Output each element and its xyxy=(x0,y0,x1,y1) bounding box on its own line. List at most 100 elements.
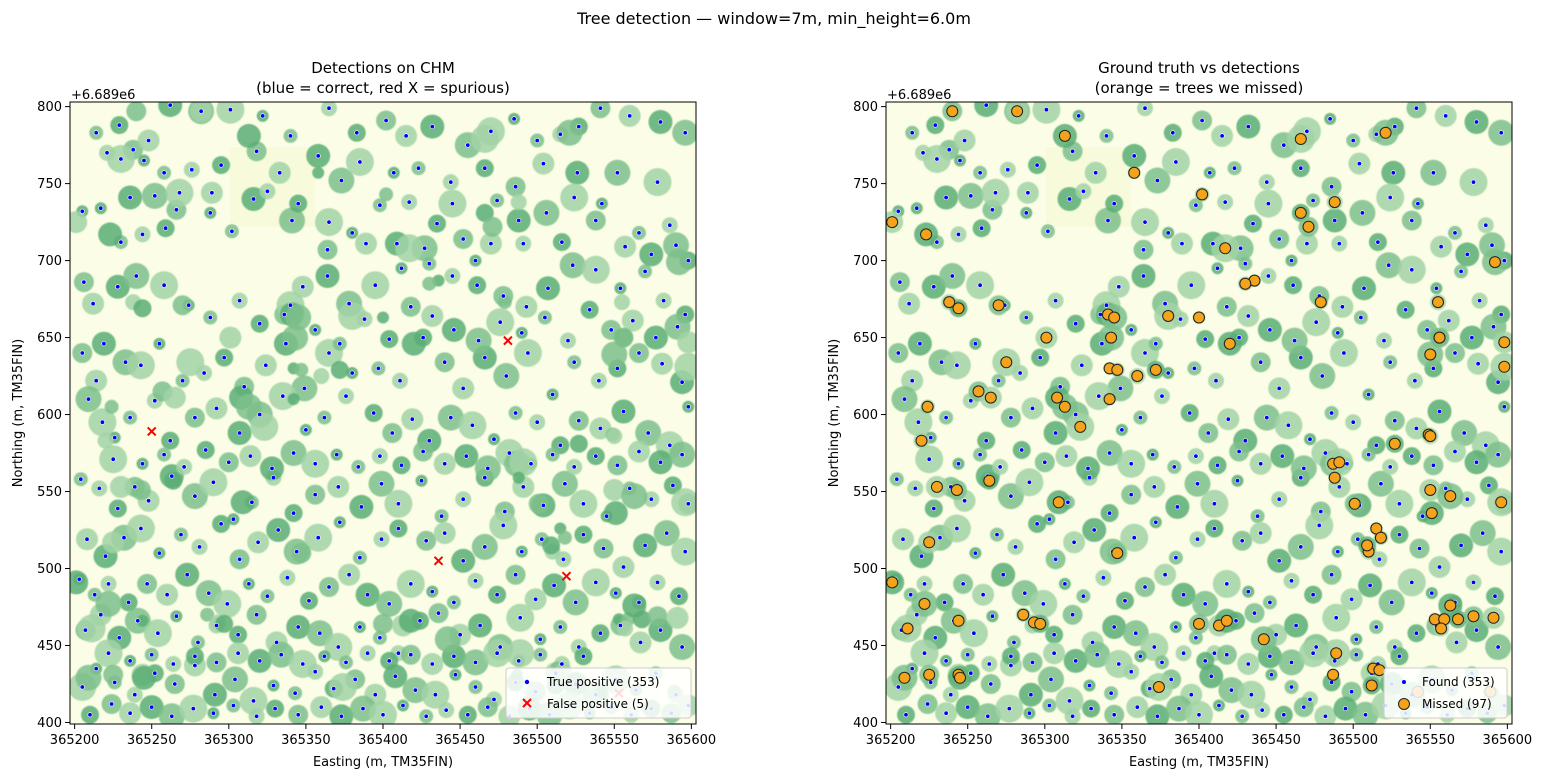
missed-tree-marker xyxy=(886,216,899,229)
detection-point xyxy=(503,373,509,379)
detection-point xyxy=(1028,692,1034,698)
tree-crown xyxy=(379,187,394,202)
x-tick-label: 365450 xyxy=(435,733,485,748)
detection-point xyxy=(895,350,901,356)
detection-point xyxy=(1396,653,1402,659)
detection-point xyxy=(551,582,557,588)
detection-point xyxy=(636,230,642,236)
detection-point xyxy=(1017,370,1023,376)
detection-point xyxy=(1165,370,1171,376)
detection-point xyxy=(1205,430,1211,436)
detection-point xyxy=(988,681,994,687)
detection-point xyxy=(1088,706,1094,712)
detection-point xyxy=(1122,598,1128,604)
detection-point xyxy=(260,113,266,119)
detection-point xyxy=(1336,484,1342,490)
y-tick-label: 600 xyxy=(853,408,878,423)
detection-point xyxy=(1387,195,1393,201)
detection-point xyxy=(1443,485,1449,491)
missed-tree-marker xyxy=(918,597,931,610)
detection-point xyxy=(1196,712,1202,718)
detection-point xyxy=(1470,579,1476,585)
detection-point xyxy=(932,635,938,641)
detection-point xyxy=(587,307,593,313)
missed-tree-marker xyxy=(1330,647,1343,660)
detection-point xyxy=(1080,188,1086,194)
detection-point xyxy=(1173,624,1179,630)
panel-2-plot-area xyxy=(885,101,1513,725)
detection-point xyxy=(1242,261,1248,267)
detection-point xyxy=(1307,436,1313,442)
detection-point xyxy=(321,653,327,659)
detection-point xyxy=(1096,393,1102,399)
detection-point xyxy=(642,542,648,548)
detection-point xyxy=(1281,142,1287,148)
detection-point xyxy=(1276,385,1282,391)
legend-missed-circle-icon xyxy=(1398,698,1410,710)
tree-crown xyxy=(163,386,186,409)
detection-point xyxy=(491,436,497,442)
detection-point xyxy=(1080,593,1086,599)
panel-1-legend-box xyxy=(505,667,692,719)
legend-false-positive-label: False positive (5) xyxy=(547,697,649,711)
detection-point xyxy=(1429,590,1435,596)
detection-point xyxy=(1373,131,1379,137)
detection-point xyxy=(1350,419,1356,425)
detection-point xyxy=(1396,501,1402,507)
detection-point xyxy=(1267,599,1273,605)
detection-point xyxy=(116,635,122,641)
detection-point xyxy=(274,639,280,645)
detection-point xyxy=(664,530,670,536)
detection-point xyxy=(909,666,915,672)
missed-tree-marker xyxy=(1498,360,1511,373)
detection-point xyxy=(928,435,934,441)
detection-point xyxy=(1181,650,1187,656)
detection-point xyxy=(972,341,978,347)
missed-tree-marker xyxy=(1074,420,1087,433)
missed-tree-marker xyxy=(1131,370,1144,382)
detection-point xyxy=(335,484,341,490)
detection-point xyxy=(161,170,167,176)
detection-point xyxy=(1413,630,1419,636)
detection-point xyxy=(1453,639,1459,645)
detection-point xyxy=(972,550,978,556)
detection-point xyxy=(192,493,198,499)
detection-point xyxy=(435,610,441,616)
detection-point xyxy=(537,636,543,642)
detection-point xyxy=(334,452,340,458)
detection-point xyxy=(1119,427,1125,433)
figure-suptitle: Tree detection — window=7m, min_height=6… xyxy=(576,9,971,29)
missed-tree-marker xyxy=(921,400,934,413)
detection-point xyxy=(272,706,278,712)
detection-point xyxy=(303,427,309,433)
detection-point xyxy=(1276,558,1282,564)
detection-point xyxy=(1191,365,1197,371)
detection-point xyxy=(1153,519,1159,525)
detection-point xyxy=(1168,676,1174,682)
detection-point xyxy=(1285,422,1291,428)
detection-point xyxy=(928,679,934,685)
detection-point xyxy=(909,378,915,384)
detection-point xyxy=(394,241,400,247)
detection-point xyxy=(460,236,466,242)
detection-point xyxy=(895,208,901,214)
detection-point xyxy=(550,452,556,458)
panel-detections-on-chm: Detections on CHM (blue = correct, red X… xyxy=(11,59,716,770)
detection-point xyxy=(1100,575,1106,581)
detection-point xyxy=(1313,644,1319,650)
panel-2-y-offset: +6.689e6 xyxy=(887,88,951,103)
detection-point xyxy=(1207,170,1213,176)
detection-point xyxy=(1213,378,1219,384)
y-tick-label: 600 xyxy=(37,408,62,423)
detection-point xyxy=(149,652,155,658)
detection-point xyxy=(93,378,99,384)
detection-point xyxy=(957,157,963,163)
detection-point xyxy=(392,673,398,679)
detection-point xyxy=(457,632,463,638)
detection-point xyxy=(210,710,216,716)
detection-point xyxy=(420,448,426,454)
detection-point xyxy=(1063,453,1069,459)
detection-point xyxy=(1373,624,1379,630)
detection-point xyxy=(614,365,620,371)
detection-point xyxy=(1233,618,1239,624)
